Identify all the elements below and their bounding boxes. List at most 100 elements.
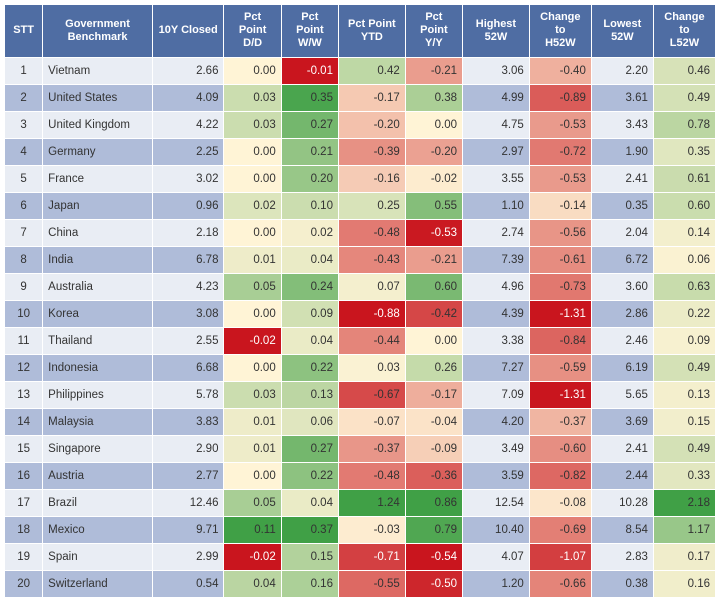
cell-l52w: 6.19 bbox=[591, 354, 653, 381]
col-closed: 10Y Closed bbox=[152, 5, 224, 58]
cell-country: Germany bbox=[43, 138, 153, 165]
cell-country: China bbox=[43, 219, 153, 246]
col-ww: PctPointW/W bbox=[281, 5, 338, 58]
cell-dd: 0.03 bbox=[224, 84, 281, 111]
table-row: 19Spain2.99-0.020.15-0.71-0.544.07-1.072… bbox=[5, 543, 716, 570]
table-row: 3United Kingdom4.220.030.27-0.200.004.75… bbox=[5, 111, 716, 138]
table-row: 11Thailand2.55-0.020.04-0.440.003.38-0.8… bbox=[5, 327, 716, 354]
cell-country: Austria bbox=[43, 462, 153, 489]
cell-l52w: 2.04 bbox=[591, 219, 653, 246]
cell-ww: 0.13 bbox=[281, 381, 338, 408]
col-h52w: Highest52W bbox=[463, 5, 530, 58]
cell-dd: 0.02 bbox=[224, 192, 281, 219]
cell-ww: -0.01 bbox=[281, 57, 338, 84]
cell-ww: 0.22 bbox=[281, 462, 338, 489]
cell-yy: -0.53 bbox=[405, 219, 462, 246]
cell-cl52w: 0.16 bbox=[653, 570, 715, 597]
cell-ch52w: -0.37 bbox=[529, 408, 591, 435]
cell-cl52w: 2.18 bbox=[653, 489, 715, 516]
cell-country: United States bbox=[43, 84, 153, 111]
cell-h52w: 7.39 bbox=[463, 246, 530, 273]
cell-h52w: 3.06 bbox=[463, 57, 530, 84]
cell-stt: 19 bbox=[5, 543, 43, 570]
cell-closed: 0.54 bbox=[152, 570, 224, 597]
col-ch52w: ChangetoH52W bbox=[529, 5, 591, 58]
cell-l52w: 2.46 bbox=[591, 327, 653, 354]
cell-ww: 0.20 bbox=[281, 165, 338, 192]
cell-ch52w: -0.59 bbox=[529, 354, 591, 381]
cell-ytd: -0.71 bbox=[338, 543, 405, 570]
cell-ch52w: -0.84 bbox=[529, 327, 591, 354]
cell-country: France bbox=[43, 165, 153, 192]
cell-yy: -0.54 bbox=[405, 543, 462, 570]
cell-h52w: 1.10 bbox=[463, 192, 530, 219]
col-l52w: Lowest52W bbox=[591, 5, 653, 58]
cell-cl52w: 0.17 bbox=[653, 543, 715, 570]
cell-stt: 2 bbox=[5, 84, 43, 111]
col-ytd: Pct PointYTD bbox=[338, 5, 405, 58]
table-row: 16Austria2.770.000.22-0.48-0.363.59-0.82… bbox=[5, 462, 716, 489]
cell-cl52w: 1.17 bbox=[653, 516, 715, 543]
cell-stt: 9 bbox=[5, 273, 43, 300]
cell-country: Korea bbox=[43, 300, 153, 327]
cell-h52w: 10.40 bbox=[463, 516, 530, 543]
cell-l52w: 1.90 bbox=[591, 138, 653, 165]
cell-ch52w: -1.31 bbox=[529, 381, 591, 408]
cell-stt: 11 bbox=[5, 327, 43, 354]
col-stt: STT bbox=[5, 5, 43, 58]
cell-ytd: -0.67 bbox=[338, 381, 405, 408]
table-row: 13Philippines5.780.030.13-0.67-0.177.09-… bbox=[5, 381, 716, 408]
cell-h52w: 3.55 bbox=[463, 165, 530, 192]
cell-yy: -0.17 bbox=[405, 381, 462, 408]
table-row: 12Indonesia6.680.000.220.030.267.27-0.59… bbox=[5, 354, 716, 381]
cell-yy: 0.38 bbox=[405, 84, 462, 111]
cell-cl52w: 0.63 bbox=[653, 273, 715, 300]
cell-yy: -0.20 bbox=[405, 138, 462, 165]
cell-dd: 0.01 bbox=[224, 435, 281, 462]
cell-closed: 6.68 bbox=[152, 354, 224, 381]
cell-closed: 2.99 bbox=[152, 543, 224, 570]
cell-ww: 0.06 bbox=[281, 408, 338, 435]
cell-ch52w: -0.56 bbox=[529, 219, 591, 246]
cell-ch52w: -0.72 bbox=[529, 138, 591, 165]
cell-yy: 0.55 bbox=[405, 192, 462, 219]
cell-ww: 0.04 bbox=[281, 327, 338, 354]
cell-closed: 3.83 bbox=[152, 408, 224, 435]
cell-ww: 0.15 bbox=[281, 543, 338, 570]
cell-dd: 0.00 bbox=[224, 165, 281, 192]
cell-dd: 0.05 bbox=[224, 489, 281, 516]
table-row: 9Australia4.230.050.240.070.604.96-0.733… bbox=[5, 273, 716, 300]
cell-ytd: -0.39 bbox=[338, 138, 405, 165]
cell-dd: 0.03 bbox=[224, 111, 281, 138]
cell-country: Singapore bbox=[43, 435, 153, 462]
cell-stt: 1 bbox=[5, 57, 43, 84]
table-row: 4Germany2.250.000.21-0.39-0.202.97-0.721… bbox=[5, 138, 716, 165]
cell-ww: 0.24 bbox=[281, 273, 338, 300]
cell-h52w: 7.27 bbox=[463, 354, 530, 381]
cell-closed: 4.23 bbox=[152, 273, 224, 300]
cell-stt: 18 bbox=[5, 516, 43, 543]
cell-cl52w: 0.49 bbox=[653, 435, 715, 462]
cell-dd: 0.11 bbox=[224, 516, 281, 543]
cell-cl52w: 0.35 bbox=[653, 138, 715, 165]
cell-ww: 0.04 bbox=[281, 246, 338, 273]
cell-cl52w: 0.13 bbox=[653, 381, 715, 408]
cell-closed: 9.71 bbox=[152, 516, 224, 543]
cell-dd: 0.00 bbox=[224, 57, 281, 84]
cell-ww: 0.16 bbox=[281, 570, 338, 597]
cell-h52w: 4.20 bbox=[463, 408, 530, 435]
cell-l52w: 0.35 bbox=[591, 192, 653, 219]
cell-cl52w: 0.22 bbox=[653, 300, 715, 327]
table-header: STTGovernmentBenchmark10Y ClosedPctPoint… bbox=[5, 5, 716, 58]
cell-country: Spain bbox=[43, 543, 153, 570]
cell-ww: 0.02 bbox=[281, 219, 338, 246]
table-row: 5France3.020.000.20-0.16-0.023.55-0.532.… bbox=[5, 165, 716, 192]
cell-ww: 0.22 bbox=[281, 354, 338, 381]
cell-h52w: 3.59 bbox=[463, 462, 530, 489]
cell-yy: -0.09 bbox=[405, 435, 462, 462]
cell-cl52w: 0.33 bbox=[653, 462, 715, 489]
cell-h52w: 3.49 bbox=[463, 435, 530, 462]
cell-dd: 0.00 bbox=[224, 219, 281, 246]
cell-h52w: 4.07 bbox=[463, 543, 530, 570]
cell-dd: 0.00 bbox=[224, 462, 281, 489]
